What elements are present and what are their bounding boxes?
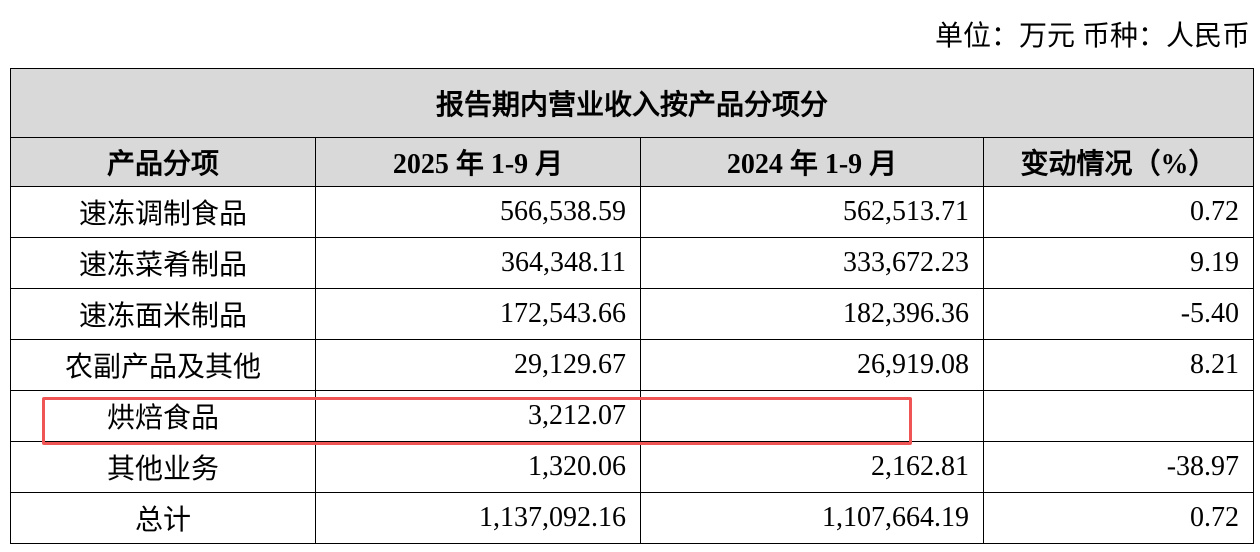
value-2025: 364,348.11 [315, 237, 641, 289]
table-row: 速冻面米制品 172,543.66 182,396.36 -5.40 [10, 288, 1255, 340]
header-2024: 2024 年 1-9 月 [640, 137, 984, 187]
change-percent: 9.19 [982, 237, 1255, 289]
table-row: 农副产品及其他 29,129.67 26,919.08 8.21 [10, 339, 1255, 391]
product-name: 烘焙食品 [10, 390, 316, 442]
value-2025: 29,129.67 [315, 339, 641, 391]
product-name: 农副产品及其他 [10, 339, 316, 391]
table-row: 烘焙食品 3,212.07 [10, 390, 1255, 442]
value-2025: 3,212.07 [315, 390, 641, 442]
change-percent: -5.40 [982, 288, 1255, 340]
product-name: 其他业务 [10, 441, 316, 493]
value-2024: 562,513.71 [640, 186, 984, 238]
product-name: 速冻面米制品 [10, 288, 316, 340]
unit-note: 单位：万元 币种：人民币 [934, 21, 1250, 52]
value-2025: 1,320.06 [315, 441, 641, 493]
change-percent: 0.72 [982, 492, 1255, 544]
table-row: 速冻菜肴制品 364,348.11 333,672.23 9.19 [10, 237, 1255, 289]
value-2024: 26,919.08 [640, 339, 984, 391]
product-name: 总计 [10, 492, 316, 544]
table-row: 总计 1,137,092.16 1,107,664.19 0.72 [10, 492, 1255, 544]
value-2024: 182,396.36 [640, 288, 984, 340]
revenue-by-product-table: 报告期内营业收入按产品分项分 产品分项 2025 年 1-9 月 2024 年 … [9, 68, 1255, 544]
value-2024: 333,672.23 [640, 237, 984, 289]
product-name: 速冻菜肴制品 [10, 237, 316, 289]
table-row: 速冻调制食品 566,538.59 562,513.71 0.72 [10, 186, 1255, 238]
value-2025: 1,137,092.16 [315, 492, 641, 544]
product-name: 速冻调制食品 [10, 186, 316, 238]
value-2024: 2,162.81 [640, 441, 984, 493]
header-change: 变动情况（%） [982, 137, 1255, 187]
header-2025: 2025 年 1-9 月 [315, 137, 641, 187]
change-percent: -38.97 [982, 441, 1255, 493]
table-title: 报告期内营业收入按产品分项分 [9, 68, 1255, 138]
table-row: 其他业务 1,320.06 2,162.81 -38.97 [10, 441, 1255, 493]
value-2024 [640, 390, 984, 442]
change-percent [982, 390, 1255, 442]
change-percent: 0.72 [982, 186, 1255, 238]
value-2025: 566,538.59 [315, 186, 641, 238]
value-2024: 1,107,664.19 [640, 492, 984, 544]
value-2025: 172,543.66 [315, 288, 641, 340]
header-product: 产品分项 [10, 137, 316, 187]
change-percent: 8.21 [982, 339, 1255, 391]
